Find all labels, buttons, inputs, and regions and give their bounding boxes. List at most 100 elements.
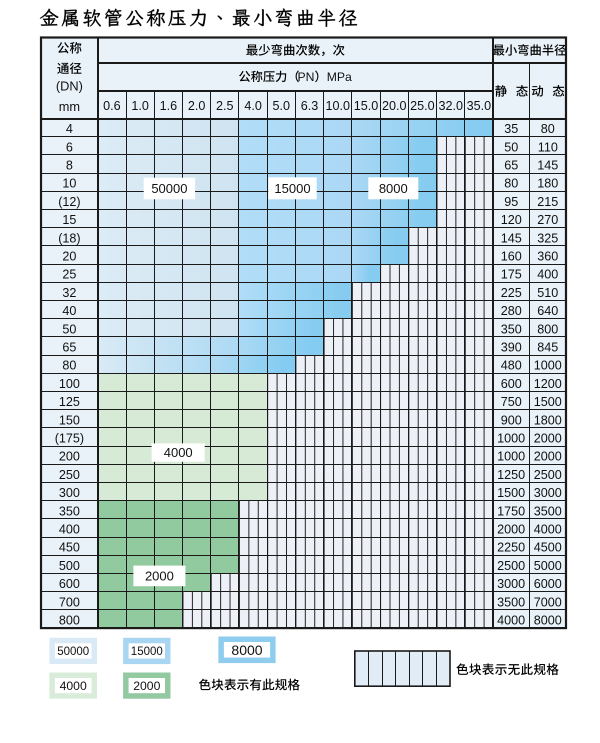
svg-text:25.0: 25.0 xyxy=(410,99,435,113)
svg-text:95: 95 xyxy=(504,195,518,209)
svg-text:0.6: 0.6 xyxy=(103,99,121,113)
svg-text:225: 225 xyxy=(501,286,522,300)
svg-text:PN: PN xyxy=(298,70,315,84)
svg-text:1000: 1000 xyxy=(497,432,525,446)
svg-text:600: 600 xyxy=(59,577,80,591)
svg-text:500: 500 xyxy=(59,559,80,573)
svg-text:80: 80 xyxy=(62,359,76,373)
svg-text:35.0: 35.0 xyxy=(467,99,492,113)
svg-text:900: 900 xyxy=(501,413,522,427)
svg-text:510: 510 xyxy=(537,286,558,300)
svg-text:215: 215 xyxy=(537,195,558,209)
svg-text:8000: 8000 xyxy=(231,642,262,658)
svg-text:10.0: 10.0 xyxy=(325,99,350,113)
svg-text:325: 325 xyxy=(537,231,558,245)
svg-text:20: 20 xyxy=(62,250,76,264)
svg-text:2500: 2500 xyxy=(534,468,562,482)
svg-text:110: 110 xyxy=(538,140,558,154)
svg-text:8: 8 xyxy=(66,159,73,173)
svg-text:15000: 15000 xyxy=(274,181,310,196)
svg-text:1200: 1200 xyxy=(534,377,562,391)
svg-text:1250: 1250 xyxy=(497,468,525,482)
svg-text:2000: 2000 xyxy=(497,523,525,537)
svg-text:3000: 3000 xyxy=(497,577,525,591)
svg-text:6.3: 6.3 xyxy=(301,99,319,113)
svg-text:(175): (175) xyxy=(55,432,84,446)
svg-text:40: 40 xyxy=(62,304,76,318)
svg-text:35: 35 xyxy=(504,122,518,136)
svg-text:180: 180 xyxy=(537,177,558,191)
svg-text:120: 120 xyxy=(501,213,522,227)
svg-text:5.0: 5.0 xyxy=(273,99,291,113)
svg-text:1500: 1500 xyxy=(534,395,562,409)
svg-text:20.0: 20.0 xyxy=(382,99,407,113)
svg-text:mm: mm xyxy=(59,99,80,114)
svg-text:400: 400 xyxy=(59,523,80,537)
svg-text:270: 270 xyxy=(537,213,558,227)
svg-text:2.5: 2.5 xyxy=(216,99,234,113)
svg-text:80: 80 xyxy=(504,177,518,191)
svg-text:2000: 2000 xyxy=(145,568,174,583)
svg-text:8000: 8000 xyxy=(534,614,562,628)
svg-text:80: 80 xyxy=(541,122,555,136)
svg-text:480: 480 xyxy=(501,359,522,373)
svg-text:2000: 2000 xyxy=(534,450,562,464)
svg-text:300: 300 xyxy=(59,486,80,500)
svg-text:150: 150 xyxy=(59,413,80,427)
svg-text:3500: 3500 xyxy=(497,595,525,609)
svg-text:750: 750 xyxy=(501,395,522,409)
svg-text:2250: 2250 xyxy=(497,541,525,555)
svg-text:350: 350 xyxy=(59,504,80,518)
svg-text:600: 600 xyxy=(501,377,522,391)
svg-text:2500: 2500 xyxy=(497,559,525,573)
svg-text:MPa: MPa xyxy=(327,70,352,84)
svg-text:700: 700 xyxy=(59,595,80,609)
svg-text:15.0: 15.0 xyxy=(354,99,379,113)
svg-text:8000: 8000 xyxy=(379,181,408,196)
svg-text:4.0: 4.0 xyxy=(244,99,262,113)
svg-text:65: 65 xyxy=(504,159,518,173)
svg-text:32.0: 32.0 xyxy=(438,99,463,113)
svg-text:1500: 1500 xyxy=(497,486,525,500)
svg-text:15: 15 xyxy=(62,213,76,227)
svg-text:6000: 6000 xyxy=(534,577,562,591)
svg-text:200: 200 xyxy=(59,450,80,464)
svg-text:50: 50 xyxy=(62,322,76,336)
svg-text:1.6: 1.6 xyxy=(160,99,178,113)
svg-text:5000: 5000 xyxy=(534,559,562,573)
svg-text:25: 25 xyxy=(62,268,76,282)
svg-text:(18): (18) xyxy=(58,231,80,245)
svg-text:(12): (12) xyxy=(58,195,80,209)
svg-text:4000: 4000 xyxy=(497,614,525,628)
svg-text:2000: 2000 xyxy=(534,432,562,446)
svg-text:4500: 4500 xyxy=(534,541,562,555)
svg-text:4: 4 xyxy=(66,122,73,136)
svg-text:50: 50 xyxy=(504,140,518,154)
svg-text:450: 450 xyxy=(59,541,80,555)
svg-text:845: 845 xyxy=(537,341,558,355)
svg-text:390: 390 xyxy=(501,341,522,355)
svg-text:1000: 1000 xyxy=(497,450,525,464)
svg-text:4000: 4000 xyxy=(164,445,193,460)
svg-text:350: 350 xyxy=(501,322,522,336)
svg-text:800: 800 xyxy=(59,614,80,628)
svg-text:145: 145 xyxy=(501,231,522,245)
svg-text:175: 175 xyxy=(501,268,522,282)
svg-text:50000: 50000 xyxy=(151,181,187,196)
svg-text:3000: 3000 xyxy=(534,486,562,500)
svg-text:400: 400 xyxy=(537,268,558,282)
svg-text:800: 800 xyxy=(537,322,558,336)
svg-text:1800: 1800 xyxy=(534,413,562,427)
svg-text:1750: 1750 xyxy=(497,504,525,518)
svg-text:15000: 15000 xyxy=(131,646,163,658)
svg-text:10: 10 xyxy=(62,177,76,191)
svg-text:32: 32 xyxy=(62,286,76,300)
svg-text:250: 250 xyxy=(59,468,80,482)
svg-text:(DN): (DN) xyxy=(56,78,83,93)
svg-text:280: 280 xyxy=(501,304,522,318)
svg-text:6: 6 xyxy=(66,140,73,154)
svg-text:50000: 50000 xyxy=(57,646,89,658)
svg-text:4000: 4000 xyxy=(60,679,87,693)
svg-text:7000: 7000 xyxy=(534,595,562,609)
svg-text:2000: 2000 xyxy=(133,679,160,693)
